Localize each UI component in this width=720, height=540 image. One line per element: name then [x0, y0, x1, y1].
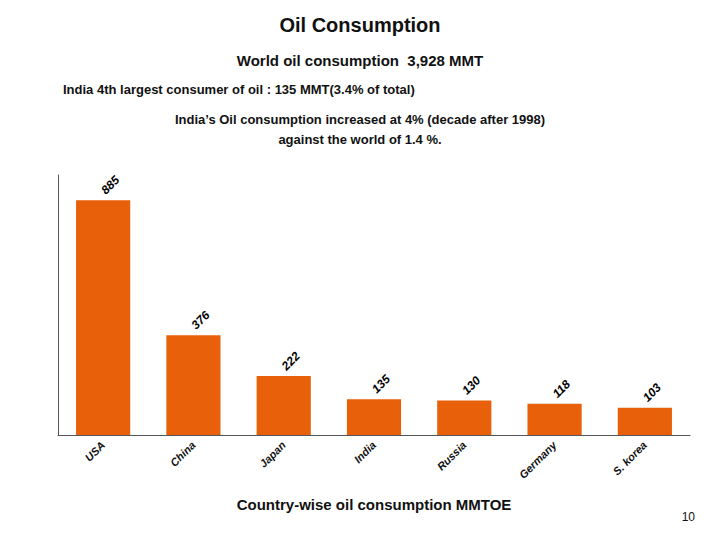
svg-text:S. korea: S. korea	[610, 439, 649, 478]
svg-text:Russia: Russia	[435, 439, 469, 473]
svg-text:World oil consumption 3,928 M: World oil consumption 3,928 MMT	[237, 52, 483, 69]
svg-text:India 4th largest consumer of: India 4th largest consumer of oil : 135 …	[63, 82, 415, 97]
svg-text:Germany: Germany	[517, 438, 560, 481]
svg-text:Country-wise oil consumption M: Country-wise oil consumption MMTOE	[237, 496, 512, 513]
svg-text:135: 135	[369, 372, 393, 396]
svg-text:USA: USA	[82, 439, 107, 464]
svg-text:130: 130	[459, 373, 483, 397]
svg-text:India’s Oil consumption increa: India’s Oil consumption increased at 4% …	[175, 112, 545, 127]
svg-text:376: 376	[188, 308, 212, 332]
svg-text:China: China	[168, 439, 198, 469]
svg-text:India: India	[352, 439, 379, 466]
svg-text:Japan: Japan	[257, 439, 288, 470]
svg-text:222: 222	[278, 349, 303, 374]
svg-text:885: 885	[98, 173, 122, 197]
svg-text:against the world of 1.4 %.: against the world of 1.4 %.	[278, 132, 441, 147]
svg-text:10: 10	[682, 510, 696, 524]
svg-text:118: 118	[550, 377, 574, 401]
svg-text:103: 103	[640, 380, 664, 404]
svg-text:Oil Consumption: Oil Consumption	[279, 14, 440, 36]
